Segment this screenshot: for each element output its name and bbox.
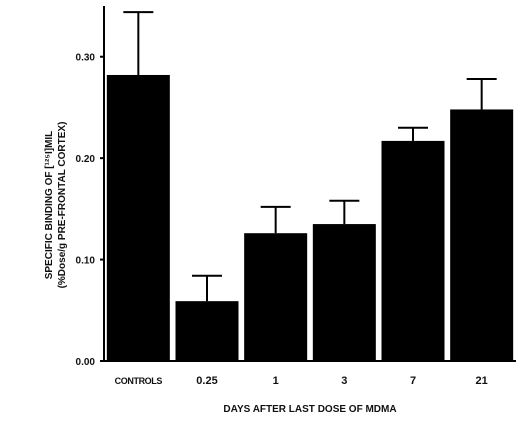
y-axis-label-line2: (%Dose/g PRE-FRONTAL CORTEX) <box>57 122 68 289</box>
x-axis-label: DAYS AFTER LAST DOSE OF MDMA <box>223 404 396 415</box>
x-tick-label: 1 <box>273 375 279 387</box>
y-tick-label: 0.30 <box>76 53 96 64</box>
x-tick-label: 3 <box>341 375 347 387</box>
y-axis-ticks: 0.00 0.10 0.20 0.30 <box>76 53 104 368</box>
y-axis-label-line1: SPECIFIC BINDING OF [¹²⁵I]MIL <box>44 131 55 280</box>
y-tick-label: 0.00 <box>76 357 96 368</box>
bar <box>381 140 445 361</box>
bar <box>312 224 376 361</box>
y-axis-label: SPECIFIC BINDING OF [¹²⁵I]MIL (%Dose/g P… <box>44 122 68 289</box>
x-tick-label: 7 <box>410 375 416 387</box>
bars <box>106 74 514 361</box>
x-axis-tick-labels: CONTROLS 0.25 1 3 7 21 <box>115 375 488 387</box>
y-tick-label: 0.10 <box>76 256 96 267</box>
bar <box>175 301 239 361</box>
x-tick-label: 21 <box>476 375 488 387</box>
bar <box>450 109 514 361</box>
x-tick-label: 0.25 <box>196 375 217 387</box>
error-bars <box>123 11 497 302</box>
bar <box>244 233 308 361</box>
y-tick-label: 0.20 <box>76 154 96 165</box>
bar <box>106 74 170 361</box>
x-tick-label: CONTROLS <box>115 376 163 386</box>
